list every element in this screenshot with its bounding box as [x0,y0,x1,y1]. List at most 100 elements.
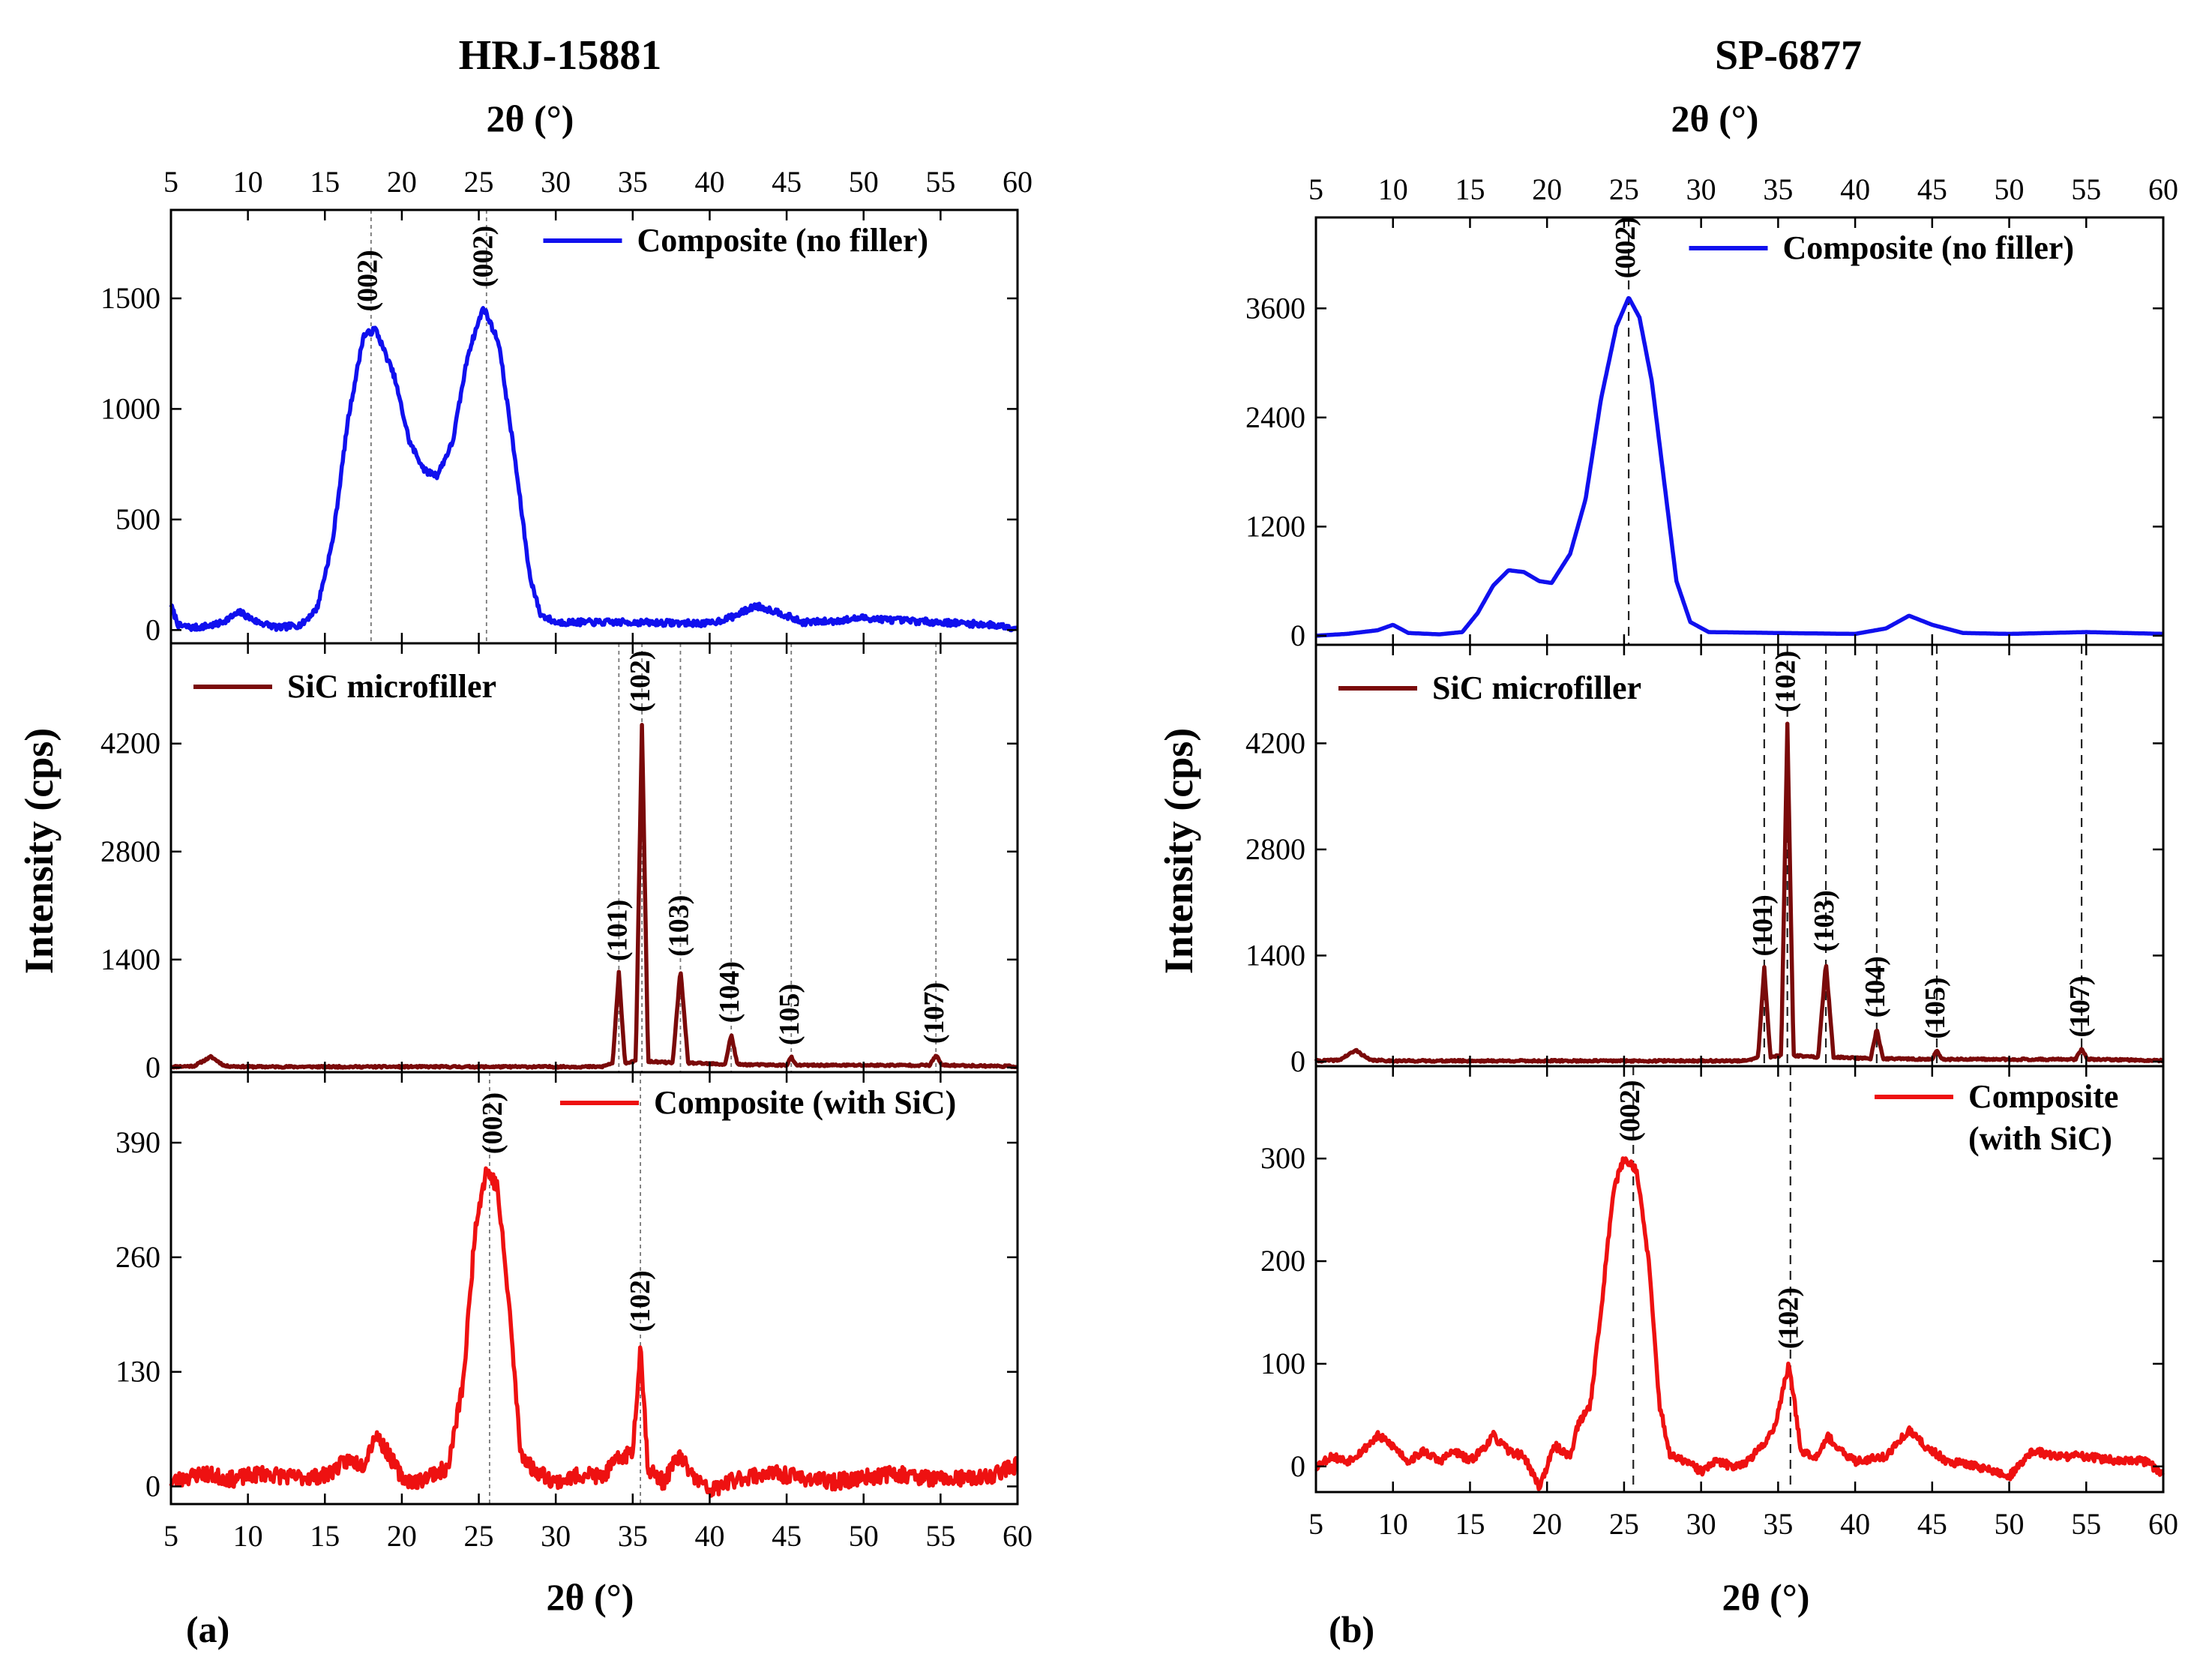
bottom-x-tick-label: 15 [1455,1507,1485,1541]
y-tick-label: 1200 [1245,509,1305,543]
bottom-x-tick-label: 55 [2071,1507,2101,1541]
panel-a-title: HRJ-15881 [459,32,662,79]
legend-label: (with SiC) [1968,1120,2112,1157]
subplot-frame [169,1071,1019,1506]
top-x-tick-label: 40 [1840,172,1870,206]
y-tick-label: 0 [145,1469,160,1503]
top-x-tick-label: 25 [464,165,494,199]
bottom-x-tick-label: 30 [1686,1507,1716,1541]
top-x-tick-label: 35 [618,165,648,199]
panel-b-bottom-xlabel: 2θ (°) [1722,1576,1810,1618]
top-x-tick-label: 25 [1609,172,1639,206]
bottom-x-tick-label: 10 [233,1519,263,1553]
peak-label: (102) [1770,651,1802,712]
legend-label: Composite (no filler) [637,222,929,259]
bottom-x-tick-label: 40 [1840,1507,1870,1541]
bottom-x-tick-label: 40 [694,1519,724,1553]
subplot-a-3: 0 130 260 390 (002) (102) Composite (with SiC) [115,1071,1019,1506]
bottom-x-tick-label: 30 [541,1519,571,1553]
bottom-x-tick-label: 50 [849,1519,879,1553]
bottom-x-tick-label: 25 [464,1519,494,1553]
top-x-tick-label: 55 [925,165,955,199]
top-x-tick-label: 50 [849,165,879,199]
top-x-tick-label: 5 [1308,172,1323,206]
peak-label: (107) [2064,975,2096,1037]
top-x-tick-label: 60 [2148,172,2178,206]
bottom-x-tick-label: 5 [163,1519,178,1553]
y-tick-label: 0 [1290,1044,1305,1078]
peak-label: (105) [1920,977,1951,1038]
legend-label: SiC microfiller [287,668,496,705]
panel-a: HRJ-15881 2θ (°) 2θ (°) Intensity (cps) … [16,32,1033,1650]
y-tick-label: 2400 [1245,400,1305,434]
legend-label: Composite (with SiC) [654,1084,956,1121]
subplot-b-2: 0 1400 2800 4200 (101) (102) (103) (104) (105) (1… [1245,643,2165,1078]
peak-label: (103) [663,895,694,957]
peak-label: (002) [477,1092,508,1154]
top-x-tick-label: 30 [541,165,571,199]
bottom-x-tick-label: 10 [1378,1507,1408,1541]
series-composite-with-sic- [1314,1156,2165,1491]
peak-label: (002) [352,250,384,311]
series-composite-no-filler- [169,306,1019,633]
panel-a-label: (a) [186,1608,229,1650]
panel-b-label: (b) [1329,1608,1374,1650]
y-tick-label: 1500 [100,281,160,315]
top-x-tick-label: 15 [1455,172,1485,206]
bottom-x-tick-label: 35 [1763,1507,1793,1541]
top-x-tick-label: 20 [387,165,417,199]
top-x-tick-label: 10 [233,165,263,199]
y-tick-label: 1400 [1245,938,1305,972]
legend-label: SiC microfiller [1432,670,1641,706]
top-x-tick-label: 35 [1763,172,1793,206]
top-x-tick-label: 40 [694,165,724,199]
peak-label: (107) [919,982,950,1044]
peak-label: (002) [1614,1080,1646,1141]
series-composite-no-filler- [1314,295,2164,638]
panel-a-bottom-xlabel: 2θ (°) [547,1576,634,1618]
y-tick-label: 2800 [1245,832,1305,866]
subplot-b-1: 0 1200 2400 3600 (002) Composite (no filler) [1245,216,2165,652]
top-x-tick-label: 30 [1686,172,1716,206]
y-tick-label: 500 [115,502,160,536]
y-tick-label: 1400 [100,942,160,976]
legend-label: Composite (no filler) [1783,229,2075,266]
bottom-x-tick-label: 15 [310,1519,340,1553]
peak-label: (002) [1610,217,1641,278]
legend-label: Composite [1968,1078,2118,1115]
peak-label: (002) [468,226,499,287]
top-x-tick-label: 20 [1532,172,1562,206]
bottom-x-tick-label: 35 [618,1519,648,1553]
top-x-tick-label: 5 [163,165,178,199]
y-tick-label: 100 [1260,1347,1305,1380]
y-tick-label: 2800 [100,834,160,868]
bottom-x-tick-label: 25 [1609,1507,1639,1541]
subplot-a-2: 0 1400 2800 4200 (101) (102) (103) (104) (105) (1… [100,642,1019,1084]
top-x-tick-label: 10 [1378,172,1408,206]
subplot-a-1: 0 500 1000 1500 (002) (002) Composite (no fill… [100,208,1019,646]
peak-label: (103) [1809,890,1840,951]
y-tick-label: 4200 [1245,726,1305,760]
y-tick-label: 300 [1260,1141,1305,1175]
panel-b-top-xlabel: 2θ (°) [1671,97,1759,139]
y-tick-label: 3600 [1245,291,1305,325]
bottom-x-tick-label: 20 [1532,1507,1562,1541]
panel-a-ylabel: Intensity (cps) [16,728,61,975]
bottom-x-tick-label: 60 [2148,1507,2178,1541]
y-tick-label: 260 [115,1240,160,1274]
y-tick-label: 0 [145,1050,160,1084]
peak-label: (104) [714,961,745,1023]
top-x-tick-label: 50 [1995,172,2025,206]
bottom-x-tick-label: 60 [1003,1519,1033,1553]
series-sic-microfiller [169,723,1018,1070]
bottom-x-tick-label: 20 [387,1519,417,1553]
y-tick-label: 130 [115,1355,160,1389]
peak-label: (101) [601,900,633,961]
peak-label: (102) [625,650,656,712]
top-x-tick-label: 45 [1917,172,1947,206]
y-tick-label: 0 [1290,619,1305,652]
peak-label: (102) [1773,1287,1805,1349]
peak-label: (105) [774,984,805,1045]
